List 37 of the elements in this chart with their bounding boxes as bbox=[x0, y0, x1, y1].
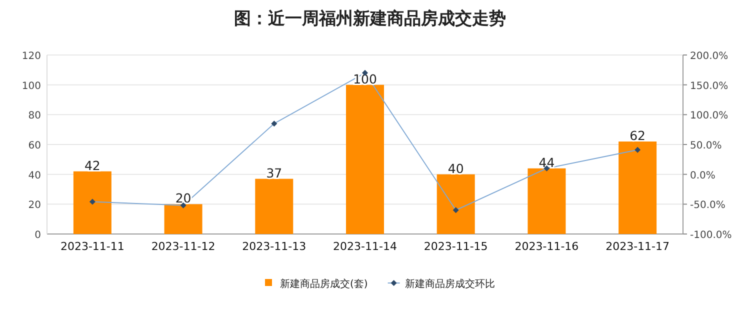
y2-tick-label: -50.0% bbox=[690, 200, 726, 212]
legend-label: 新建商品房成交(套) bbox=[280, 278, 368, 290]
y2-tick-label: 50.0% bbox=[690, 140, 722, 152]
bar bbox=[255, 178, 294, 234]
y-tick-label: 60 bbox=[28, 140, 41, 152]
y2-tick-label: 0.0% bbox=[690, 170, 716, 182]
x-tick-label: 2023-11-14 bbox=[333, 240, 397, 253]
y-tick-label: 120 bbox=[22, 51, 41, 62]
bar bbox=[164, 204, 202, 234]
x-tick-label: 2023-11-15 bbox=[424, 240, 488, 253]
bar bbox=[618, 142, 657, 234]
x-tick-label: 2023-11-13 bbox=[242, 240, 306, 253]
x-tick-label: 2023-11-17 bbox=[606, 240, 670, 253]
bar bbox=[346, 84, 384, 234]
data-label: 42 bbox=[84, 158, 100, 173]
bar bbox=[528, 168, 566, 234]
data-label: 20 bbox=[175, 190, 192, 206]
y2-tick-label: 200.0% bbox=[690, 51, 728, 62]
x-tick-label: 2023-11-12 bbox=[151, 240, 216, 253]
chart-title: 图：近一周福州新建商品房成交走势 bbox=[234, 9, 506, 29]
y-tick-label: 20 bbox=[28, 200, 41, 212]
y-tick-label: 40 bbox=[28, 170, 41, 182]
y2-tick-label: 150.0% bbox=[690, 80, 728, 92]
y2-tick-label: 100.0% bbox=[690, 110, 728, 122]
y-tick-label: 80 bbox=[28, 110, 41, 122]
y-tick-label: 100 bbox=[22, 80, 41, 92]
x-tick-label: 2023-11-11 bbox=[60, 240, 124, 253]
y2-tick-label: -100.0% bbox=[690, 230, 732, 241]
x-tick-label: 2023-11-16 bbox=[514, 240, 579, 253]
data-label: 62 bbox=[630, 128, 646, 144]
data-label: 44 bbox=[538, 154, 555, 170]
legend-label: 新建商品房成交环比 bbox=[404, 278, 495, 290]
data-label: 37 bbox=[266, 165, 282, 180]
bar bbox=[436, 174, 475, 234]
data-label: 40 bbox=[448, 160, 464, 176]
y-tick-label: 0 bbox=[34, 230, 41, 241]
bar bbox=[73, 171, 112, 234]
